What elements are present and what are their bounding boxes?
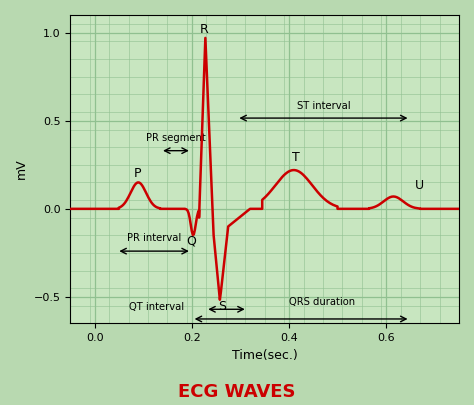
Y-axis label: mV: mV bbox=[15, 159, 28, 179]
Text: Q: Q bbox=[186, 234, 196, 247]
Text: ECG WAVES: ECG WAVES bbox=[178, 383, 296, 401]
Text: S: S bbox=[218, 300, 226, 313]
Text: P: P bbox=[134, 167, 141, 180]
Text: ST interval: ST interval bbox=[297, 101, 351, 111]
Text: U: U bbox=[415, 179, 424, 192]
Text: QT interval: QT interval bbox=[129, 302, 184, 312]
X-axis label: Time(sec.): Time(sec.) bbox=[232, 349, 298, 362]
Text: PR interval: PR interval bbox=[127, 233, 181, 243]
Text: QRS duration: QRS duration bbox=[289, 297, 355, 307]
Text: T: T bbox=[292, 151, 300, 164]
Text: R: R bbox=[200, 23, 209, 36]
Text: PR segment: PR segment bbox=[146, 133, 206, 143]
